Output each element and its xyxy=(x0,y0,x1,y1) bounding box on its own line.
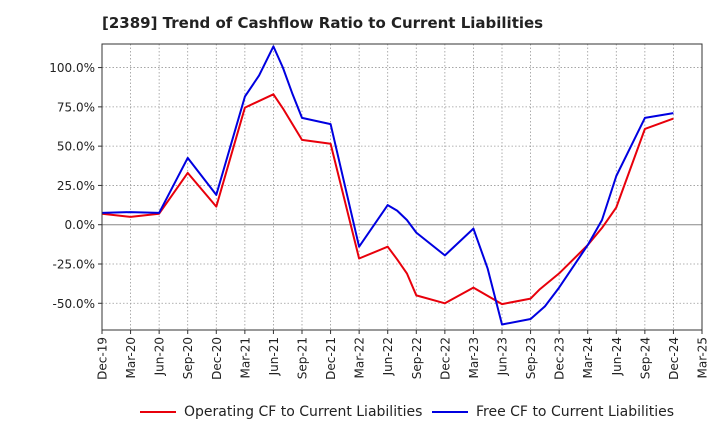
series-line-free xyxy=(101,45,674,326)
y-tick-label: 75.0% xyxy=(57,100,95,114)
x-tick-label: Mar-25 xyxy=(696,337,710,378)
x-axis-ticks: Dec-19 Mar-20 Jun-20 Sep-20 Dec-20 Mar-21 Jun-… xyxy=(96,330,710,380)
x-tick-label: Sep-20 xyxy=(181,337,195,379)
x-tick-label: Dec-21 xyxy=(324,337,338,380)
y-tick-label: 50.0% xyxy=(57,140,95,154)
y-tick-label: 25.0% xyxy=(57,179,95,193)
x-tick-label: Dec-23 xyxy=(553,337,567,380)
x-tick-label: Sep-21 xyxy=(296,337,310,379)
x-tick-label: Dec-22 xyxy=(438,337,452,380)
chart-title: [2389] Trend of Cashflow Ratio to Curren… xyxy=(102,14,544,32)
x-tick-label: Jun-20 xyxy=(153,337,167,376)
legend-label-operating: Operating CF to Current Liabilities xyxy=(184,404,423,420)
y-tick-label: -25.0% xyxy=(53,258,95,272)
y-tick-label: -50.0% xyxy=(53,297,95,311)
legend-swatch-free xyxy=(432,411,468,413)
x-tick-label: Mar-21 xyxy=(238,337,252,378)
legend-item-operating: Operating CF to Current Liabilities xyxy=(140,404,422,420)
x-tick-label: Jun-23 xyxy=(496,337,510,376)
y-tick-label: 0.0% xyxy=(65,218,96,232)
x-tick-label: Sep-24 xyxy=(638,337,652,379)
x-tick-label: Sep-23 xyxy=(524,337,538,379)
x-tick-label: Sep-22 xyxy=(410,337,424,379)
x-tick-label: Mar-23 xyxy=(467,337,481,378)
x-tick-label: Mar-24 xyxy=(581,337,595,378)
plot-frame xyxy=(101,43,703,331)
x-tick-label: Mar-22 xyxy=(353,337,367,378)
x-tick-label: Mar-20 xyxy=(124,337,138,378)
grid-lines xyxy=(101,44,703,330)
x-tick-label: Jun-22 xyxy=(381,337,395,376)
series-layer xyxy=(101,45,674,326)
legend: Operating CF to Current Liabilities Free… xyxy=(0,404,720,426)
legend-label-free: Free CF to Current Liabilities xyxy=(476,404,675,420)
x-tick-label: Jun-24 xyxy=(610,337,624,376)
x-tick-label: Dec-20 xyxy=(210,337,224,380)
legend-item-free: Free CF to Current Liabilities xyxy=(432,404,674,420)
x-tick-label: Dec-19 xyxy=(96,337,110,380)
axes xyxy=(101,43,703,331)
series-line-operating xyxy=(101,93,674,306)
x-tick-label: Dec-24 xyxy=(667,337,681,380)
y-tick-label: 100.0% xyxy=(49,61,95,75)
y-axis-ticks: 100.0% 75.0% 50.0% 25.0% 0.0% -25.0% -50.0% xyxy=(49,61,102,311)
x-tick-label: Jun-21 xyxy=(267,337,281,376)
legend-swatch-operating xyxy=(140,411,176,413)
